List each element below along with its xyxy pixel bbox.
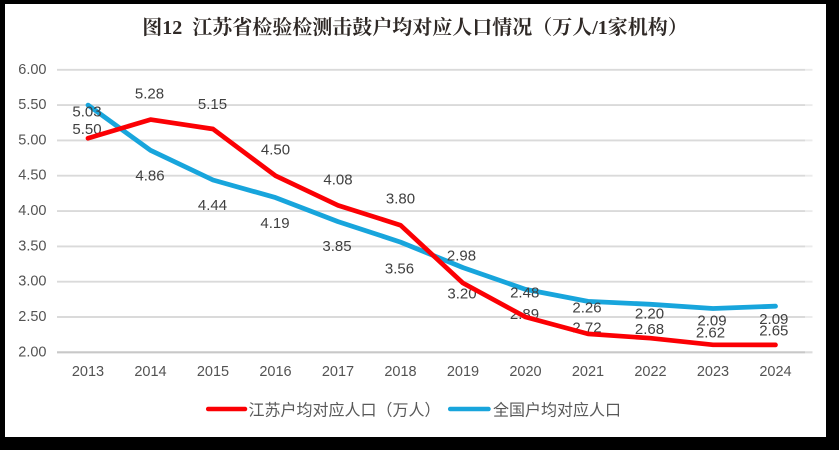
svg-text:2013: 2013 [72,364,104,380]
svg-text:江苏户均对应人口（万人）: 江苏户均对应人口（万人） [249,401,441,420]
svg-text:4.50: 4.50 [261,142,290,159]
svg-text:3.80: 3.80 [386,191,415,208]
svg-text:2023: 2023 [697,364,729,380]
svg-text:2.62: 2.62 [696,325,725,342]
svg-text:全国户均对应人口: 全国户均对应人口 [493,401,621,420]
svg-text:2.65: 2.65 [759,323,788,340]
svg-text:3.00: 3.00 [18,274,46,290]
svg-text:5.03: 5.03 [72,104,101,121]
svg-text:4.08: 4.08 [323,172,352,189]
svg-text:2.09: 2.09 [697,313,726,330]
svg-text:2017: 2017 [322,364,354,380]
svg-text:2018: 2018 [384,364,416,380]
svg-text:2.98: 2.98 [447,248,476,265]
svg-text:2.09: 2.09 [759,311,788,328]
svg-text:4.44: 4.44 [198,197,227,214]
svg-text:2.20: 2.20 [635,306,664,323]
svg-text:3.85: 3.85 [322,238,351,255]
svg-text:2.48: 2.48 [510,285,539,302]
svg-text:3.20: 3.20 [447,286,476,303]
svg-text:4.00: 4.00 [18,203,46,219]
svg-text:图12 江苏省检验检测击鼓户均对应人口情况（万人/1家机构: 图12 江苏省检验检测击鼓户均对应人口情况（万人/1家机构） [142,15,688,39]
svg-text:6.00: 6.00 [18,62,46,78]
svg-text:2.26: 2.26 [572,300,601,317]
svg-text:5.15: 5.15 [198,96,227,113]
svg-text:2021: 2021 [572,364,604,380]
svg-text:4.86: 4.86 [135,168,164,185]
svg-text:5.28: 5.28 [135,86,164,103]
svg-text:2.00: 2.00 [18,344,46,360]
svg-text:2015: 2015 [197,364,229,380]
svg-text:5.50: 5.50 [18,97,46,113]
svg-text:2020: 2020 [509,364,541,380]
svg-text:4.50: 4.50 [18,168,46,184]
svg-text:3.56: 3.56 [385,261,414,278]
svg-text:2.50: 2.50 [18,309,46,325]
svg-text:4.19: 4.19 [260,215,289,232]
svg-text:2.68: 2.68 [635,321,664,338]
svg-text:5.00: 5.00 [18,132,46,148]
svg-text:2024: 2024 [759,364,791,380]
svg-text:2014: 2014 [134,364,166,380]
svg-text:2019: 2019 [447,364,479,380]
svg-text:2022: 2022 [634,364,666,380]
svg-text:5.50: 5.50 [72,121,101,138]
svg-text:2016: 2016 [259,364,291,380]
svg-text:3.50: 3.50 [18,238,46,254]
